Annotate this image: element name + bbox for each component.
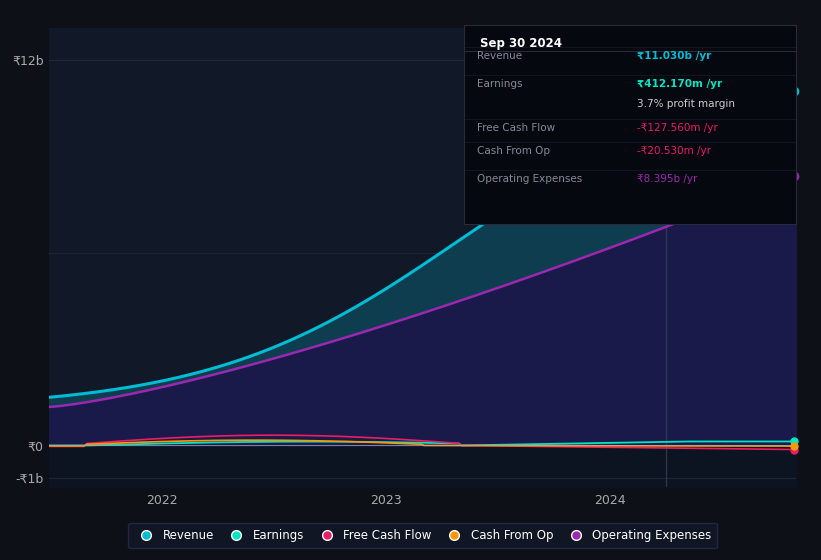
Text: Cash From Op: Cash From Op	[477, 146, 550, 156]
Legend: Revenue, Earnings, Free Cash Flow, Cash From Op, Operating Expenses: Revenue, Earnings, Free Cash Flow, Cash …	[128, 523, 718, 548]
Text: Operating Expenses: Operating Expenses	[477, 174, 582, 184]
Text: Revenue: Revenue	[477, 51, 522, 61]
Text: Earnings: Earnings	[477, 79, 523, 89]
Text: Sep 30 2024: Sep 30 2024	[480, 37, 562, 50]
Text: ₹11.030b /yr: ₹11.030b /yr	[637, 51, 711, 61]
Text: Free Cash Flow: Free Cash Flow	[477, 123, 555, 133]
Text: -₹20.530m /yr: -₹20.530m /yr	[637, 146, 711, 156]
Text: -₹127.560m /yr: -₹127.560m /yr	[637, 123, 718, 133]
Text: ₹8.395b /yr: ₹8.395b /yr	[637, 174, 697, 184]
Text: 3.7% profit margin: 3.7% profit margin	[637, 99, 735, 109]
Text: ₹412.170m /yr: ₹412.170m /yr	[637, 79, 722, 89]
